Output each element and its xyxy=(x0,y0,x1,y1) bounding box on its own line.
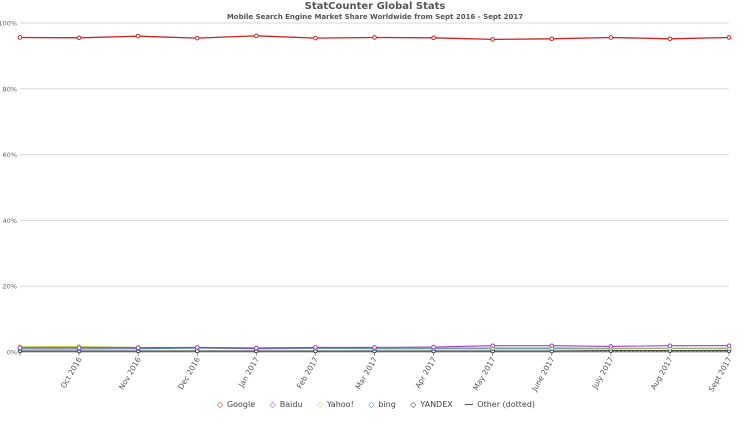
legend-item-google[interactable]: ◇ Google xyxy=(215,400,255,409)
y-tick-label: 40% xyxy=(3,217,17,225)
data-point xyxy=(667,343,673,349)
data-point xyxy=(431,35,436,41)
data-point xyxy=(254,33,259,39)
y-tick-label: 100% xyxy=(0,20,17,28)
data-point xyxy=(76,35,82,41)
legend-item-yahoo[interactable]: ◇ Yahoo! xyxy=(315,400,354,409)
legend-marker-google: ◇ xyxy=(216,400,224,409)
chart-legend: ◇ Google ◇ Baidu ◇ Yahoo! ◇ bing ◇ YANDEX Oth… xyxy=(0,400,750,409)
x-tick-label: Sept 2017 xyxy=(707,355,734,393)
legend-item-other[interactable]: Other (dotted) xyxy=(465,400,535,409)
y-tick-label: 60% xyxy=(3,151,17,159)
x-tick-label: May 2017 xyxy=(471,355,497,392)
data-point xyxy=(135,345,141,351)
data-point xyxy=(372,345,377,350)
data-point xyxy=(194,35,200,41)
legend-marker-bing: ◇ xyxy=(368,400,375,409)
y-tick-label: 20% xyxy=(3,283,17,291)
x-tick-label: Apr 2017 xyxy=(413,355,438,390)
x-tick-label: Jan 2017 xyxy=(236,355,261,389)
legend-marker-other xyxy=(465,404,474,405)
data-point xyxy=(17,345,23,351)
chart-title: StatCounter Global Stats xyxy=(304,1,446,12)
x-tick-label: Aug 2017 xyxy=(649,355,675,391)
legend-marker-yahoo: ◇ xyxy=(316,400,324,409)
data-point xyxy=(490,37,495,42)
data-point xyxy=(608,344,614,349)
legend-label-baidu: Baidu xyxy=(279,400,303,409)
x-tick-label: Nov 2016 xyxy=(117,355,143,391)
x-tick-label: Feb 2017 xyxy=(295,355,320,390)
data-point xyxy=(135,33,141,39)
legend-label-bing: bing xyxy=(378,400,396,409)
y-tick-label: 80% xyxy=(3,85,17,93)
data-point xyxy=(608,35,614,40)
x-tick-label: Oct 2016 xyxy=(59,355,84,390)
legend-label-google: Google xyxy=(226,400,256,409)
data-point xyxy=(17,35,23,40)
legend-item-yandex[interactable]: ◇ YANDEX xyxy=(408,400,453,409)
legend-item-baidu[interactable]: ◇ Baidu xyxy=(268,400,303,409)
data-point xyxy=(726,35,732,40)
data-point xyxy=(667,36,673,42)
x-tick-label: July 2017 xyxy=(590,355,616,391)
x-tick-label: Mar 2017 xyxy=(354,355,380,391)
data-point xyxy=(372,35,377,40)
legend-marker-baidu: ◇ xyxy=(269,400,276,409)
data-point xyxy=(76,345,82,351)
data-point xyxy=(726,343,732,349)
legend-label-other: Other (dotted) xyxy=(477,400,536,409)
chart-subtitle: Mobile Search Engine Market Share Worldw… xyxy=(226,13,524,21)
legend-label-yahoo: Yahoo! xyxy=(327,400,354,409)
data-point xyxy=(431,344,436,350)
y-tick-label: 0% xyxy=(7,349,17,357)
data-point xyxy=(194,345,200,350)
legend-label-yandex: YANDEX xyxy=(420,400,453,409)
data-point xyxy=(313,345,318,350)
data-point xyxy=(313,35,318,41)
legend-marker-yandex: ◇ xyxy=(410,400,417,409)
x-tick-label: Dec 2016 xyxy=(176,355,202,391)
x-tick-label: June 2017 xyxy=(529,355,556,393)
legend-item-bing[interactable]: ◇ bing xyxy=(366,400,396,409)
data-point xyxy=(254,345,259,351)
data-point xyxy=(490,343,495,349)
data-point xyxy=(549,36,555,42)
data-point xyxy=(549,343,555,349)
